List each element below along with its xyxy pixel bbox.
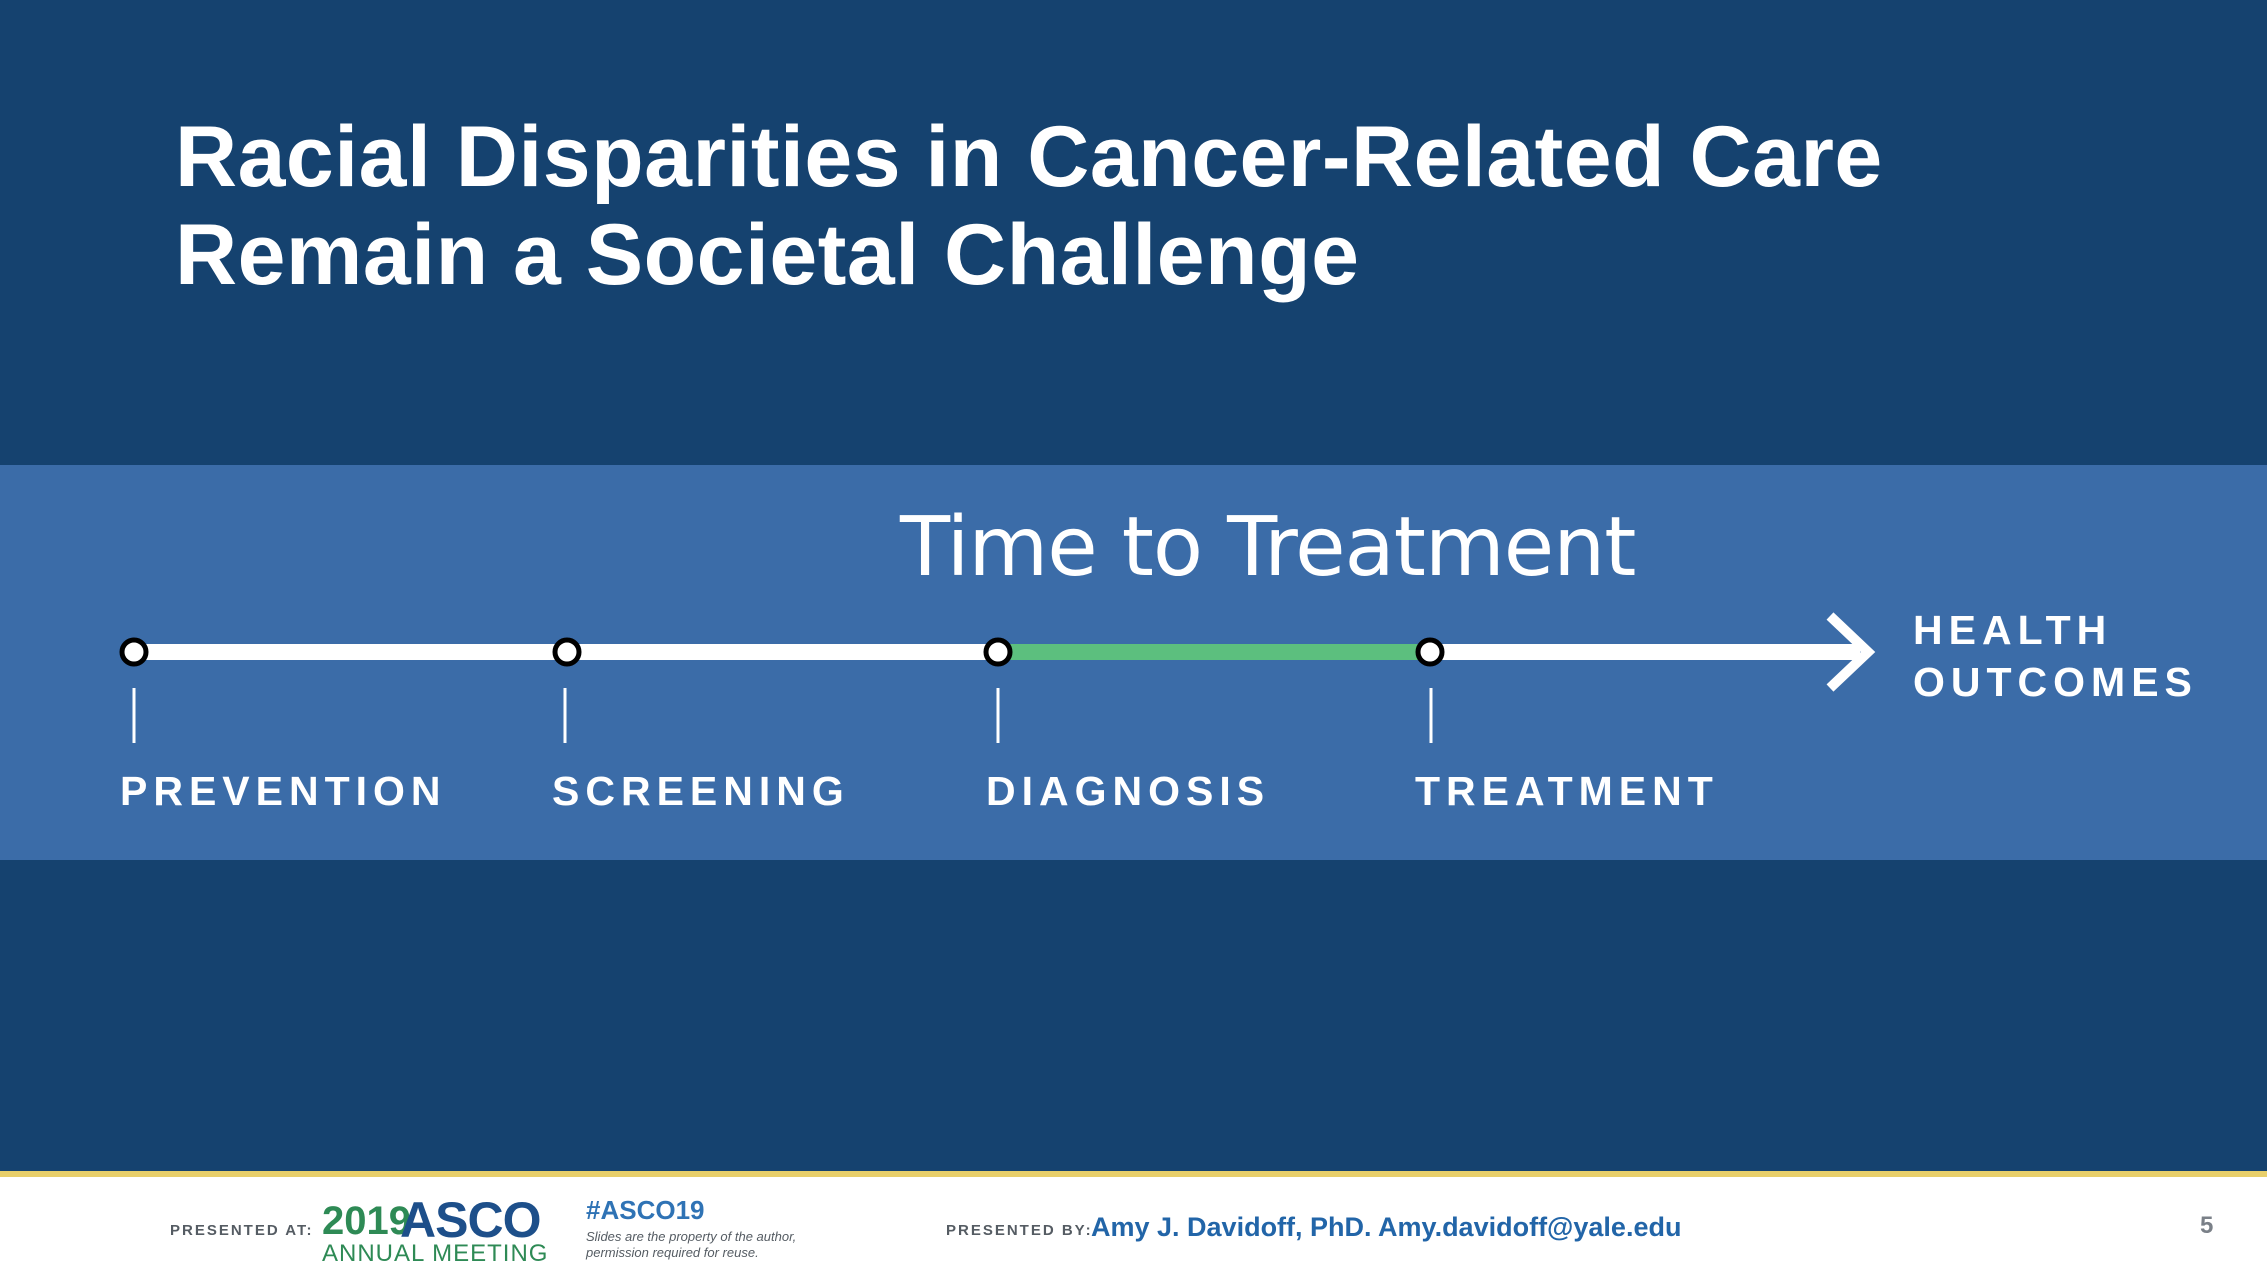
asco-logo-wordmark: ASCO (400, 1192, 541, 1248)
disclaimer-line-1: Slides are the property of the author, (586, 1229, 797, 1244)
timeline-band (0, 465, 2267, 860)
stage-label-treatment: TREATMENT (1415, 768, 1719, 814)
node-treatment (1415, 637, 1445, 667)
stage-label-prevention: PREVENTION (120, 768, 447, 814)
arrow-head-icon (1826, 612, 1876, 692)
node-prevention (119, 637, 149, 667)
timeline-graphic (119, 612, 1876, 743)
slide-title-line-1: Racial Disparities in Cancer-Related Car… (175, 109, 1883, 205)
asco-logo-meeting: ANNUAL MEETING (322, 1240, 549, 1267)
slide-title-line-2: Remain a Societal Challenge (175, 207, 1360, 303)
hashtag: #ASCO19 (586, 1195, 705, 1225)
node-diagnosis (983, 637, 1013, 667)
disclaimer-line-2: permission required for reuse. (586, 1245, 759, 1260)
slide-footer: PRESENTED AT: 2019 ASCO ANNUAL MEETING #… (0, 1171, 2267, 1275)
stage-label-screening: SCREENING (552, 768, 850, 814)
disclaimer: Slides are the property of the author, p… (586, 1229, 796, 1261)
health-outcomes-line-1: HEALTH (1913, 607, 2113, 653)
timeline-heading: Time to Treatment (900, 500, 1636, 595)
presented-by-label: PRESENTED BY: (946, 1222, 1093, 1239)
health-outcomes-line-2: OUTCOMES (1913, 659, 2198, 705)
node-screening (552, 637, 582, 667)
slide-title: Racial Disparities in Cancer-Related Car… (175, 108, 1883, 304)
health-outcomes-label: HEALTH OUTCOMES (1913, 604, 2198, 708)
asco-logo-year: 2019 (322, 1199, 411, 1243)
presented-at-label: PRESENTED AT: (170, 1222, 314, 1239)
stage-label-diagnosis: DIAGNOSIS (986, 768, 1271, 814)
author-credit: Amy J. Davidoff, PhD. Amy.davidoff@yale.… (1091, 1212, 1682, 1242)
page-number: 5 (2200, 1212, 2214, 1239)
